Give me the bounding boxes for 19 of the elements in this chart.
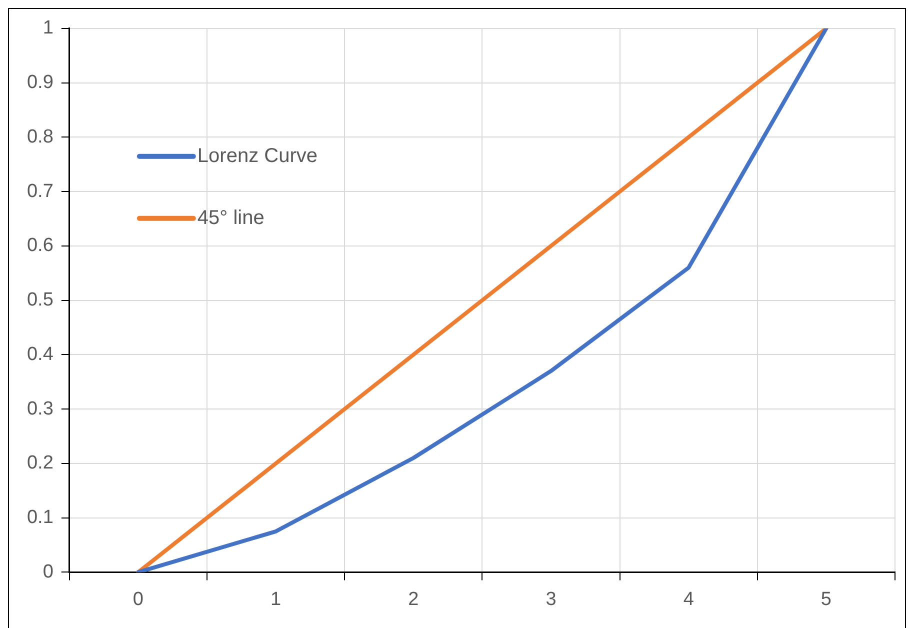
y-tick-label: 0.3: [26, 398, 54, 420]
x-tick-label: 5: [820, 588, 832, 610]
y-tick-label: 0.9: [26, 72, 54, 94]
legend-label: Lorenz Curve: [197, 144, 318, 167]
x-tick-label: 0: [132, 588, 144, 610]
y-tick-label: 0.5: [26, 290, 54, 311]
x-tick-label: 3: [546, 588, 556, 610]
y-tick-label: 0.6: [26, 235, 54, 256]
legend-label: 45° line: [197, 206, 264, 229]
y-tick-label: 0.2: [26, 452, 54, 474]
y-tick-label: 0: [42, 561, 54, 582]
y-tick-label: 1: [42, 18, 54, 39]
y-tick-label: 0.1: [26, 507, 54, 528]
y-tick-label: 0.4: [26, 344, 54, 365]
y-tick-label: 0.8: [26, 126, 54, 148]
x-tick-label: 1: [270, 588, 282, 610]
y-tick-label: 0.7: [26, 180, 54, 202]
x-tick-label: 4: [683, 588, 694, 610]
x-tick-label: 2: [408, 588, 419, 610]
